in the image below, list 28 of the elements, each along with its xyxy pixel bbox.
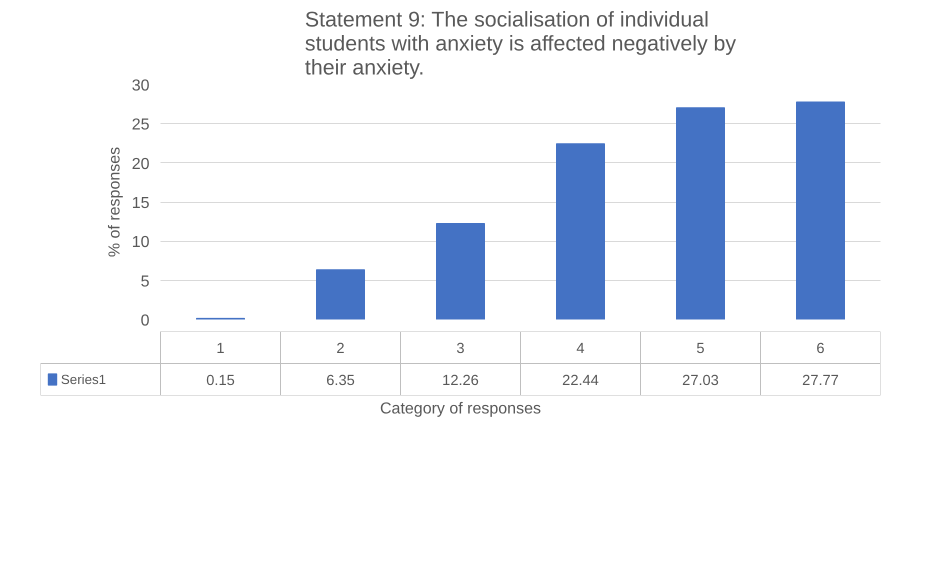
bar	[316, 269, 365, 320]
bar	[676, 107, 725, 320]
y-tick-label: 5	[140, 273, 150, 290]
bar	[796, 101, 845, 320]
y-tick-label: 10	[132, 234, 150, 252]
chart-title: Statement 9: The socialisation of individual students with anxiety is affected negatively by their anxiety.	[304, 8, 736, 80]
x-tick-label: 2	[336, 341, 345, 357]
x-axis-title: Category of responses	[380, 400, 541, 418]
y-tick-label: 0	[140, 312, 150, 330]
y-tick-label: 30	[132, 78, 150, 94]
legend-label: Series1	[60, 372, 106, 387]
data-label: 0.15	[206, 373, 235, 389]
x-tick-label: 3	[456, 341, 465, 357]
bar	[556, 143, 605, 320]
bar	[436, 222, 485, 320]
x-tick-label: 4	[576, 341, 585, 357]
x-tick-label: 5	[696, 341, 705, 357]
data-label: 22.44	[562, 373, 599, 389]
x-tick-label: 6	[816, 341, 825, 357]
y-tick-label: 20	[132, 156, 150, 173]
y-tick-label: 25	[132, 116, 150, 134]
y-tick-label: 15	[132, 195, 150, 212]
x-tick-label: 1	[216, 341, 225, 357]
y-axis-title: % of responses	[106, 146, 124, 258]
data-label: 12.26	[442, 373, 479, 389]
data-label: 27.77	[802, 373, 839, 389]
data-label: 6.35	[326, 373, 355, 389]
data-label: 27.03	[682, 373, 719, 389]
